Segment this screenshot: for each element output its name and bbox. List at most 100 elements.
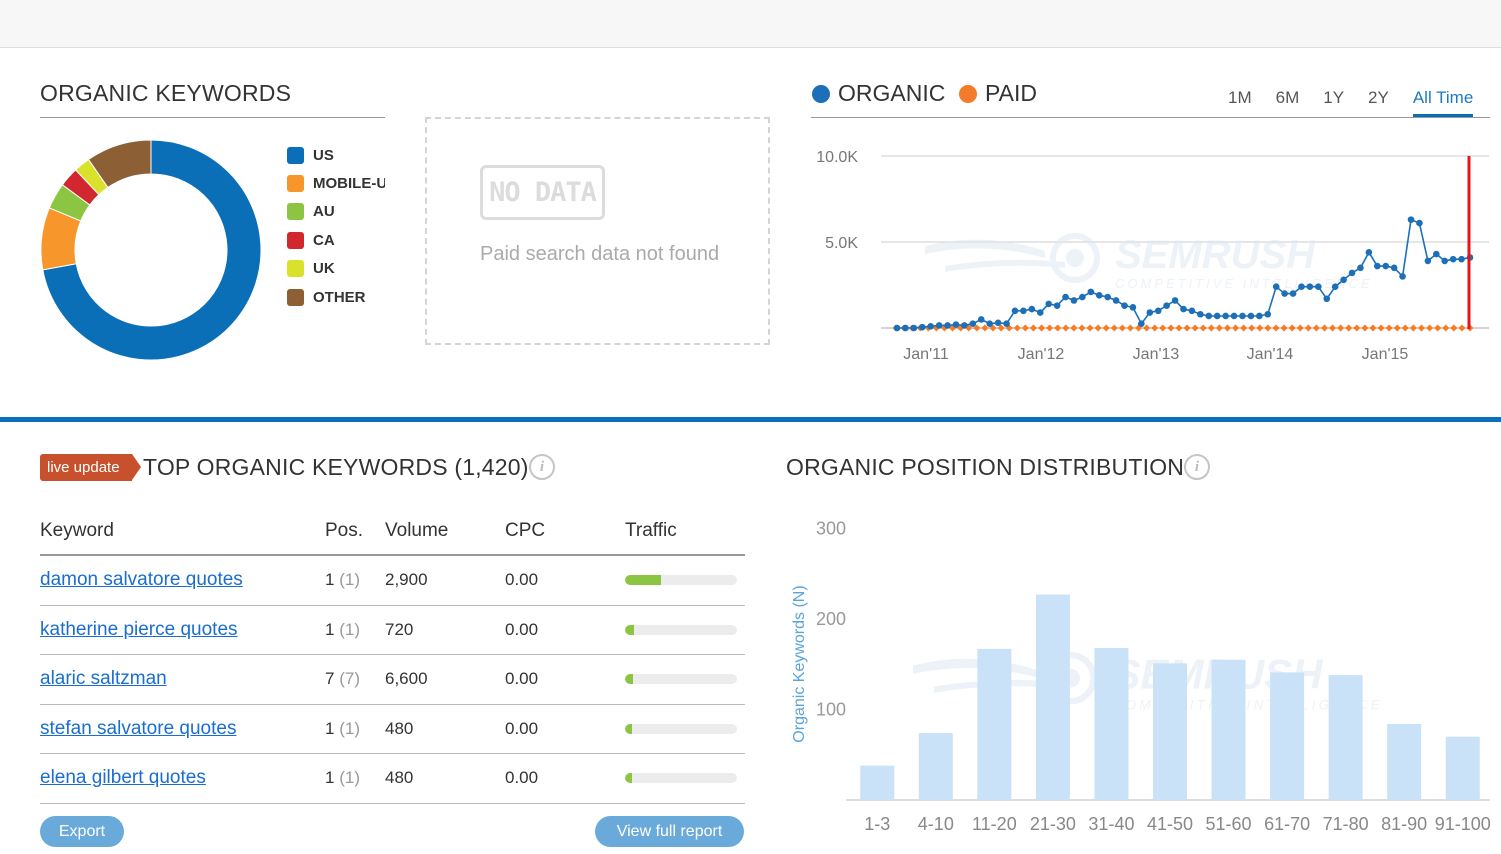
traffic-cell	[625, 674, 745, 685]
top-keywords-title: TOP ORGANIC KEYWORDS (1,420)	[143, 454, 529, 480]
previous-position: (7)	[339, 669, 360, 689]
table-body: damon salvatore quotes 1 (1) 2,900 0.00 kath…	[40, 556, 745, 804]
legend-item[interactable]: UK	[287, 255, 385, 283]
traffic-fill	[625, 575, 661, 586]
paid-point	[1086, 324, 1094, 332]
y-tick-label: 10.0K	[816, 149, 858, 166]
pie-slice-us	[42, 139, 262, 361]
legend-label: UK	[313, 260, 335, 278]
paid-point	[1312, 324, 1320, 332]
column-cpc[interactable]: CPC	[505, 519, 546, 541]
x-tick-label: 71-80	[1323, 814, 1369, 834]
organic-point	[1230, 312, 1238, 320]
paid-point	[1450, 324, 1458, 332]
info-icon[interactable]: i	[529, 454, 555, 480]
watermark-swoosh	[925, 239, 1045, 258]
legend-item[interactable]: OTHER	[287, 283, 385, 311]
organic-point	[1180, 305, 1187, 313]
paid-point	[1191, 324, 1199, 332]
legend-item[interactable]: US	[287, 141, 385, 169]
organic-point	[1146, 309, 1154, 316]
range-tab[interactable]: All Time	[1412, 88, 1474, 118]
organic-series-key[interactable]: ORGANIC	[812, 80, 945, 107]
range-tab[interactable]: 2Y	[1368, 88, 1389, 107]
paid-point	[1272, 324, 1280, 332]
range-tab[interactable]: 6M	[1275, 88, 1300, 107]
paid-point	[1151, 324, 1159, 332]
paid-series-label: PAID	[985, 80, 1037, 106]
paid-point	[1118, 324, 1126, 332]
position-value: 1	[325, 768, 335, 788]
keyword-link[interactable]: katherine pierce quotes	[40, 618, 238, 640]
organic-point	[1121, 302, 1128, 309]
organic-point	[910, 324, 918, 332]
x-tick-label: 21-30	[1030, 814, 1076, 834]
export-button[interactable]: Export	[40, 816, 124, 847]
paid-point	[973, 324, 981, 332]
previous-position: (1)	[339, 619, 360, 639]
paid-point	[1183, 324, 1191, 332]
country-legend: US MOBILE-US AU CA UK OTHER	[287, 141, 385, 311]
organic-point	[1197, 310, 1204, 318]
organic-point	[1079, 293, 1086, 301]
bar-61-70	[1270, 672, 1305, 800]
view-full-report-button[interactable]: View full report	[595, 816, 744, 847]
keyword-link[interactable]: elena gilbert quotes	[40, 767, 206, 789]
organic-point	[1281, 290, 1288, 297]
x-tick-label: 61-70	[1264, 814, 1310, 834]
position-cell: 7 (7)	[325, 669, 385, 689]
organic-point	[893, 324, 901, 332]
keyword-link[interactable]: stefan salvatore quotes	[40, 717, 237, 739]
keyword-cell: katherine pierce quotes	[40, 619, 325, 641]
paid-point	[1199, 324, 1207, 332]
organic-point	[1331, 283, 1339, 291]
organic-point	[1365, 249, 1373, 256]
column-pos[interactable]: Pos.	[325, 519, 364, 541]
paid-point	[1046, 324, 1054, 332]
legend-item[interactable]: MOBILE-US	[287, 169, 385, 197]
paid-point	[1175, 324, 1183, 332]
organic-point	[1382, 262, 1390, 270]
organic-point	[1188, 307, 1196, 315]
paid-point	[1232, 324, 1240, 332]
range-tab[interactable]: 1M	[1228, 88, 1252, 107]
column-volume[interactable]: Volume	[385, 519, 449, 541]
paid-point	[1054, 324, 1062, 332]
legend-label: OTHER	[313, 288, 366, 306]
organic-point	[1340, 276, 1347, 284]
organic-point	[1222, 312, 1229, 320]
previous-position: (1)	[339, 718, 360, 738]
position-cell: 1 (1)	[325, 768, 385, 788]
organic-point	[935, 322, 943, 329]
legend-label: AU	[313, 203, 335, 221]
no-data-badge: NO DATA	[480, 165, 605, 220]
organic-series-label: ORGANIC	[838, 80, 946, 106]
column-keyword[interactable]: Keyword	[40, 519, 114, 541]
paid-point	[1070, 324, 1078, 332]
keyword-link[interactable]: damon salvatore quotes	[40, 569, 243, 591]
organic-point	[1298, 283, 1305, 291]
paid-point	[1353, 324, 1361, 332]
position-value: 1	[325, 619, 335, 639]
organic-point	[1070, 297, 1078, 304]
table-row: alaric saltzman 7 (7) 6,600 0.00	[40, 655, 745, 705]
paid-point	[1159, 324, 1167, 332]
paid-point	[1417, 324, 1426, 332]
cpc-cell: 0.00	[505, 669, 539, 689]
organic-point	[944, 322, 951, 329]
keyword-link[interactable]: alaric saltzman	[40, 668, 167, 690]
legend-item[interactable]: CA	[287, 226, 385, 254]
info-icon[interactable]: i	[1184, 454, 1210, 480]
legend-item[interactable]: AU	[287, 198, 385, 226]
organic-dot-icon	[812, 84, 830, 103]
paid-point	[1256, 324, 1264, 332]
column-traffic[interactable]: Traffic	[625, 519, 677, 541]
paid-point	[1296, 324, 1304, 332]
range-tab[interactable]: 1Y	[1323, 88, 1345, 107]
x-tick-label: 51-60	[1206, 814, 1252, 834]
volume-cell: 2,900	[385, 570, 428, 590]
paid-series-key[interactable]: PAID	[959, 80, 1037, 107]
organic-point	[1449, 255, 1457, 263]
paid-point	[1102, 324, 1110, 332]
